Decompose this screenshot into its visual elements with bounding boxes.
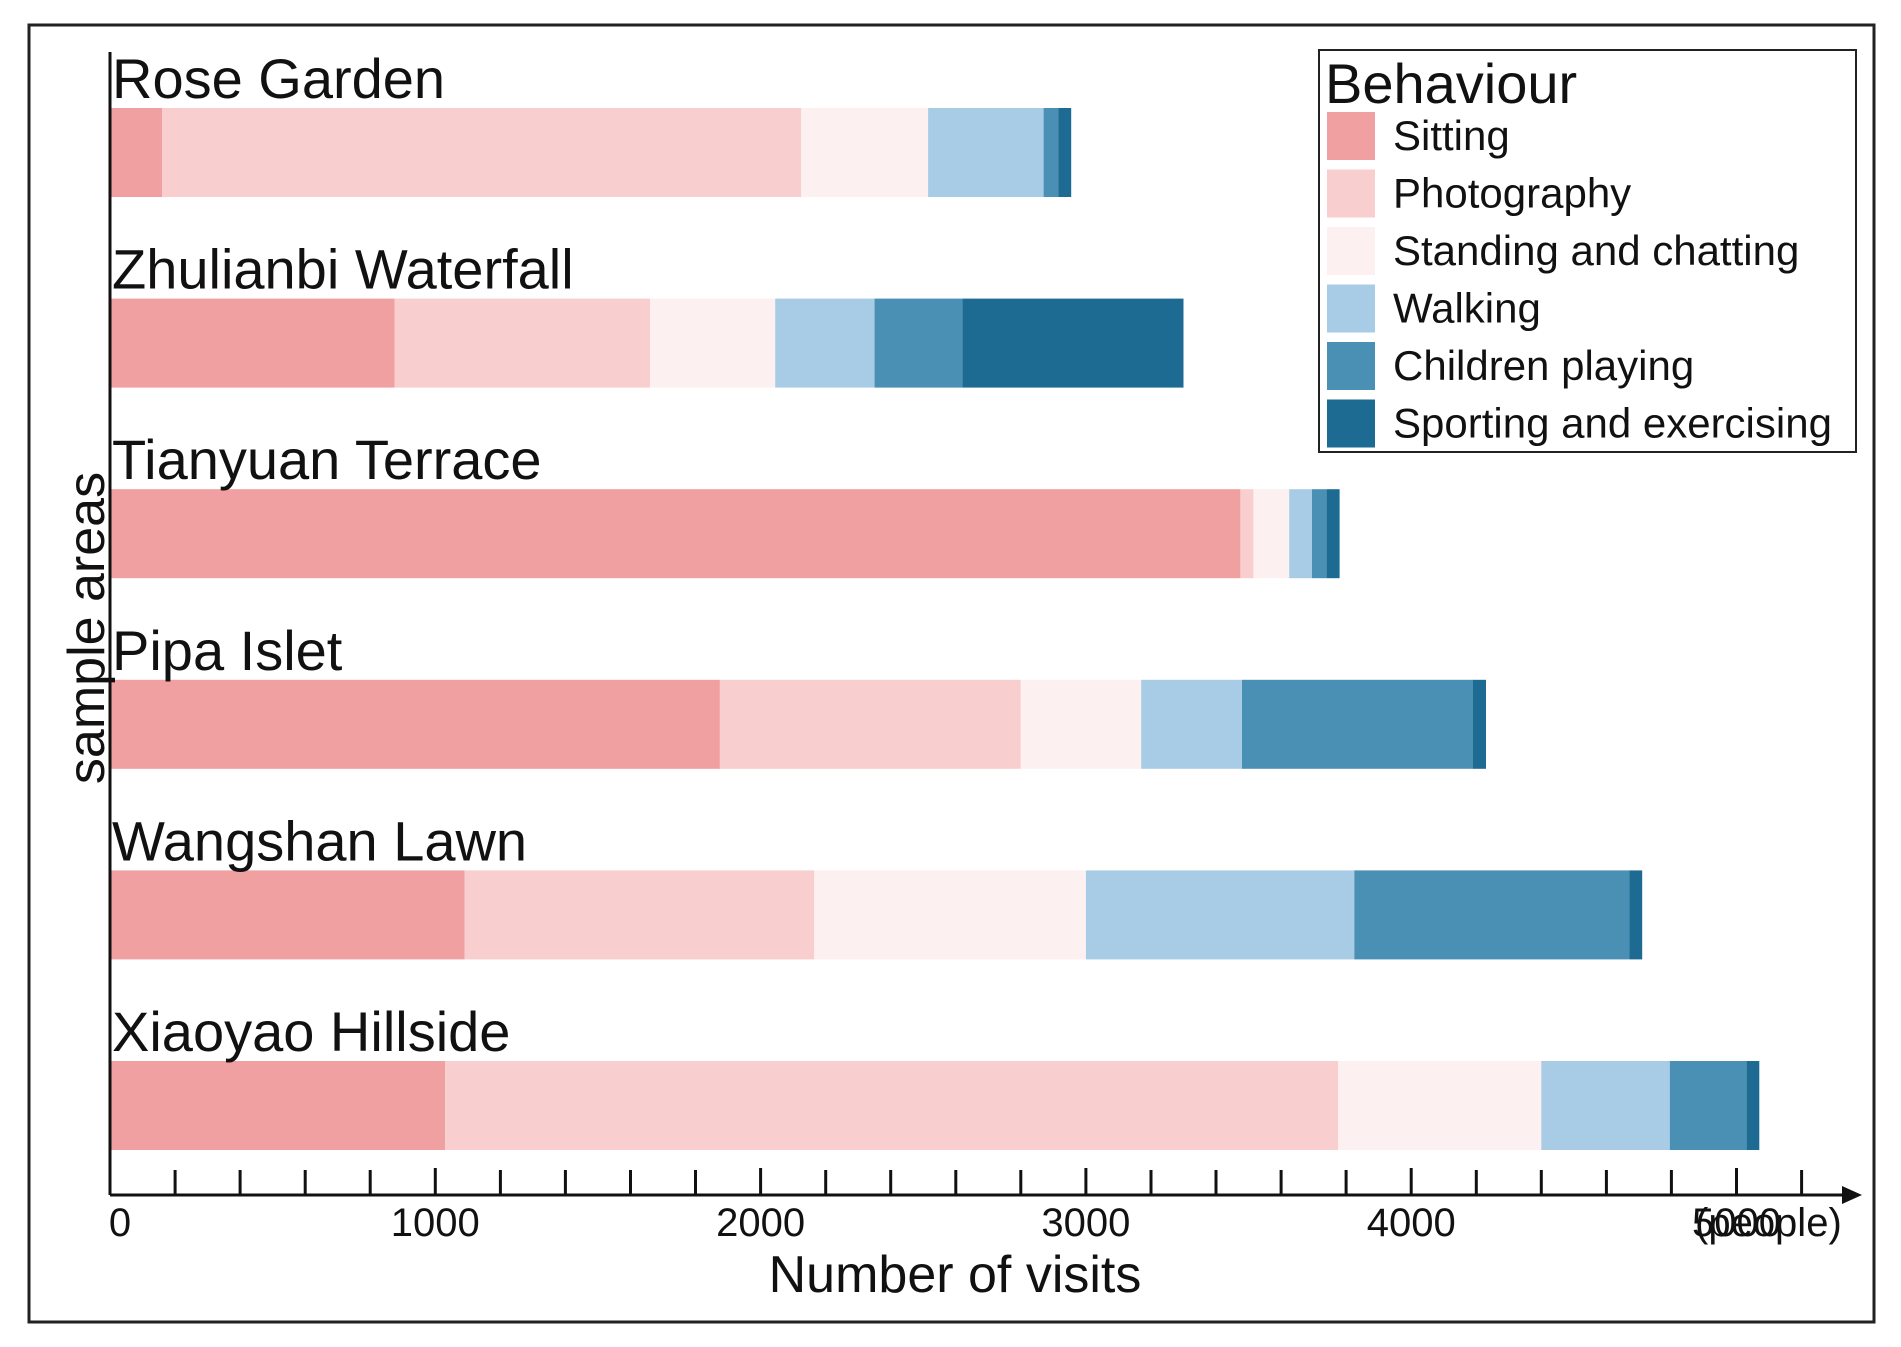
- x-axis-arrow-icon: [1842, 1186, 1862, 1204]
- legend-title: Behaviour: [1325, 52, 1577, 115]
- legend-label-photography: Photography: [1393, 170, 1631, 217]
- legend-label-standing-and-chatting: Standing and chatting: [1393, 227, 1799, 274]
- x-tick-label: 5000: [1692, 1201, 1781, 1245]
- bar-xiaoyao-hillside-sporting-and-exercising: [1746, 1061, 1760, 1150]
- legend-label-walking: Walking: [1393, 285, 1541, 332]
- bar-pipa-islet-sitting: [110, 679, 720, 769]
- bar-wangshan-lawn-walking: [1085, 870, 1355, 960]
- bar-tianyuan-terrace-photography: [1240, 489, 1254, 579]
- bar-rose-garden-photography: [162, 108, 802, 197]
- bar-rose-garden-sitting: [110, 108, 162, 197]
- x-tick-label: 4000: [1367, 1201, 1456, 1245]
- bar-zhulianbi-waterfall-sporting-and-exercising: [962, 298, 1184, 388]
- category-label-zhulianbi-waterfall: Zhulianbi Waterfall: [112, 238, 574, 301]
- bar-zhulianbi-waterfall-walking: [775, 298, 875, 388]
- bars-layer: [110, 108, 1760, 1150]
- bar-tianyuan-terrace-sporting-and-exercising: [1326, 489, 1340, 579]
- legend-swatch-standing-and-chatting: [1327, 227, 1375, 275]
- x-tick-label: 1000: [391, 1201, 480, 1245]
- x-axis-ticks: 0 1000 2000 3000 4000 5000: [108, 1168, 1804, 1245]
- bar-pipa-islet-sporting-and-exercising: [1473, 679, 1486, 769]
- bar-xiaoyao-hillside-walking: [1541, 1061, 1670, 1150]
- category-label-xiaoyao-hillside: Xiaoyao Hillside: [112, 1000, 510, 1063]
- bar-tianyuan-terrace-standing-and-chatting: [1253, 489, 1290, 579]
- x-tick-label: 0: [109, 1201, 131, 1245]
- x-tick-label: 3000: [1041, 1201, 1130, 1245]
- bar-wangshan-lawn-sitting: [110, 870, 465, 960]
- category-label-tianyuan-terrace: Tianyuan Terrace: [112, 428, 542, 491]
- bar-zhulianbi-waterfall-sitting: [110, 298, 395, 388]
- x-tick-label: 2000: [716, 1201, 805, 1245]
- legend: Behaviour Sitting Photography Standing and…: [1318, 49, 1857, 453]
- bar-xiaoyao-hillside-children-playing: [1669, 1061, 1747, 1150]
- bar-wangshan-lawn-children-playing: [1354, 870, 1630, 960]
- x-axis-title: Number of visits: [769, 1246, 1142, 1304]
- bar-pipa-islet-children-playing: [1242, 679, 1473, 769]
- bar-tianyuan-terrace-walking: [1289, 489, 1312, 579]
- bar-rose-garden-walking: [928, 108, 1044, 197]
- bar-tianyuan-terrace-children-playing: [1312, 489, 1327, 579]
- legend-swatch-sporting-and-exercising: [1327, 399, 1375, 448]
- y-axis-title: sample areas: [58, 472, 116, 784]
- bar-zhulianbi-waterfall-standing-and-chatting: [650, 298, 776, 388]
- category-labels: Rose Garden Zhulianbi Waterfall Tianyuan T…: [112, 47, 574, 1063]
- legend-swatch-photography: [1327, 169, 1375, 218]
- bar-wangshan-lawn-standing-and-chatting: [814, 870, 1086, 960]
- bar-pipa-islet-standing-and-chatting: [1020, 679, 1142, 769]
- legend-label-sporting-and-exercising: Sporting and exercising: [1393, 400, 1832, 447]
- bar-pipa-islet-photography: [719, 679, 1021, 769]
- legend-items: Sitting Photography Standing and chatting W…: [1327, 112, 1832, 448]
- legend-swatch-walking: [1327, 284, 1375, 333]
- bar-rose-garden-standing-and-chatting: [801, 108, 929, 197]
- legend-frame: [1318, 49, 1857, 453]
- legend-swatch-sitting: [1327, 112, 1375, 160]
- bar-xiaoyao-hillside-photography: [445, 1061, 1339, 1150]
- x-axis-unit: (people): [1695, 1201, 1842, 1245]
- bar-xiaoyao-hillside-sitting: [110, 1061, 446, 1150]
- category-label-pipa-islet: Pipa Islet: [112, 619, 343, 682]
- category-label-rose-garden: Rose Garden: [112, 47, 445, 110]
- bar-zhulianbi-waterfall-children-playing: [874, 298, 963, 388]
- bar-pipa-islet-walking: [1141, 679, 1242, 769]
- bar-tianyuan-terrace-sitting: [110, 489, 1241, 579]
- bar-wangshan-lawn-photography: [464, 870, 815, 960]
- bar-zhulianbi-waterfall-photography: [394, 298, 650, 388]
- bar-rose-garden-sporting-and-exercising: [1058, 108, 1072, 197]
- category-label-wangshan-lawn: Wangshan Lawn: [112, 809, 527, 872]
- legend-swatch-children-playing: [1327, 342, 1375, 390]
- bar-rose-garden-children-playing: [1043, 108, 1059, 197]
- bar-wangshan-lawn-sporting-and-exercising: [1629, 870, 1643, 960]
- bar-xiaoyao-hillside-standing-and-chatting: [1338, 1061, 1542, 1150]
- legend-label-sitting: Sitting: [1393, 112, 1510, 159]
- legend-label-children-playing: Children playing: [1393, 342, 1694, 389]
